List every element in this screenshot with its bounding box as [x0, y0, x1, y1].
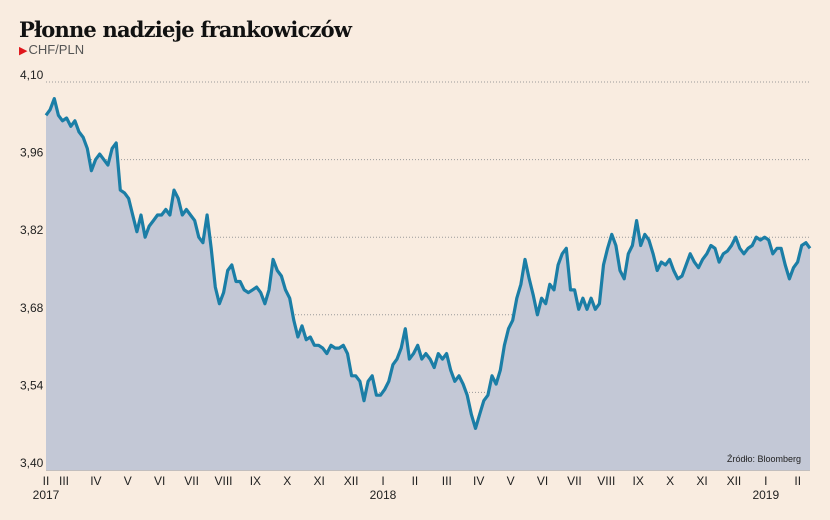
y-tick-label: 4,10	[20, 68, 44, 82]
x-tick-label: VII	[184, 474, 199, 488]
y-tick-label: 3,96	[20, 146, 44, 160]
x-tick-label: I	[381, 474, 384, 488]
x-tick-label: IV	[473, 474, 484, 488]
area-fill	[46, 98, 810, 470]
x-tick-label: XII	[344, 474, 359, 488]
chart-subtitle: ▶CHF/PLN	[19, 42, 84, 57]
x-tick-label: IX	[633, 474, 644, 488]
x-tick-label: XI	[696, 474, 707, 488]
source-note: Źródło: Bloomberg	[727, 454, 801, 464]
y-tick-label: 3,54	[20, 378, 44, 392]
year-label: 2019	[752, 488, 779, 502]
x-tick-label: II	[43, 474, 50, 488]
x-tick-label: V	[507, 474, 515, 488]
x-tick-label: VIII	[597, 474, 615, 488]
series-label: CHF/PLN	[28, 42, 85, 57]
chart-title: Płonne nadzieje frankowiczów	[19, 17, 352, 42]
triangle-marker-icon: ▶	[19, 45, 28, 57]
x-tick-label: I	[764, 474, 767, 488]
x-tick-label: II	[412, 474, 419, 488]
x-tick-label: VI	[154, 474, 165, 488]
x-tick-label: II	[794, 474, 801, 488]
y-tick-label: 3,68	[20, 301, 44, 315]
year-label: 2017	[33, 488, 60, 502]
x-tick-label: IX	[250, 474, 261, 488]
x-tick-label: V	[124, 474, 132, 488]
y-tick-label: 3,40	[20, 456, 44, 470]
x-tick-label: XII	[727, 474, 742, 488]
x-tick-label: XI	[314, 474, 325, 488]
year-label: 2018	[370, 488, 397, 502]
x-tick-label: X	[283, 474, 291, 488]
x-tick-label: VIII	[214, 474, 232, 488]
x-tick-label: X	[666, 474, 674, 488]
x-tick-label: III	[442, 474, 452, 488]
x-tick-label: VII	[567, 474, 582, 488]
y-tick-label: 3,82	[20, 223, 44, 237]
series-line	[44, 97, 812, 430]
x-tick-label: VI	[537, 474, 548, 488]
x-tick-label: IV	[90, 474, 101, 488]
x-tick-label: III	[59, 474, 69, 488]
